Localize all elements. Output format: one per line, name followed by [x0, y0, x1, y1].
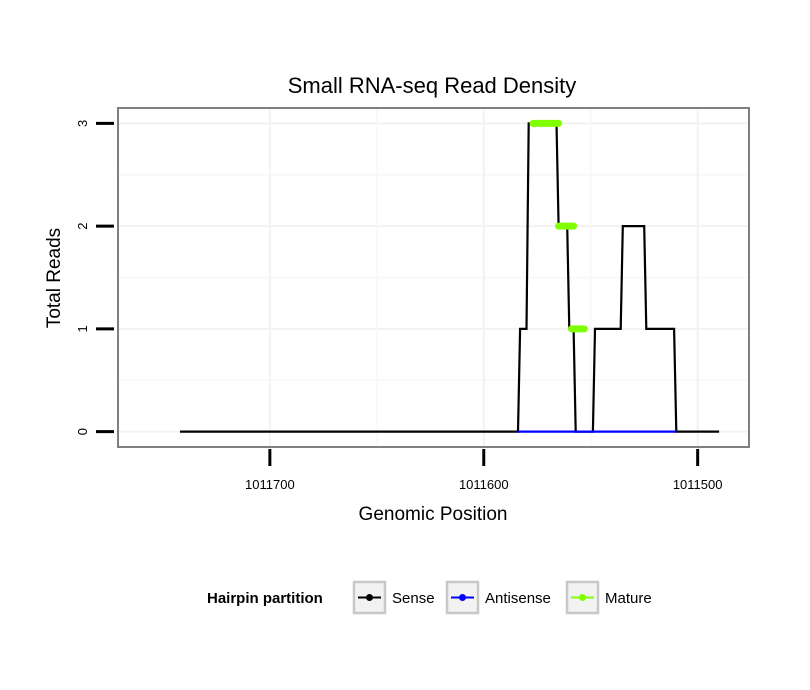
- series-line-sense: [180, 122, 720, 433]
- x-tick-label: 1011700: [245, 477, 295, 492]
- y-tick-label: 0: [75, 428, 90, 435]
- y-axis-title: Total Reads: [44, 228, 65, 328]
- x-tick-label: 1011600: [459, 477, 509, 492]
- legend-key-dot: [459, 594, 466, 601]
- legend-label-sense: Sense: [392, 590, 435, 607]
- legend-title: Hairpin partition: [207, 590, 323, 607]
- x-axis-title: Genomic Position: [359, 504, 508, 525]
- chart-title: Small RNA-seq Read Density: [288, 73, 577, 98]
- grid-lines: [118, 108, 749, 447]
- legend-key-dot: [366, 594, 373, 601]
- y-tick-label: 3: [75, 120, 90, 127]
- legend-key-dot: [579, 594, 586, 601]
- x-tick-label: 1011500: [673, 477, 723, 492]
- axes: 0 1 2 3 1011700 1011600 1011500: [75, 120, 722, 492]
- y-tick-label: 1: [75, 325, 90, 332]
- y-tick-label: 2: [75, 223, 90, 230]
- plot-panel-border: [117, 107, 750, 448]
- legend-label-mature: Mature: [605, 590, 652, 607]
- legend: Hairpin partition Sense Antisense Mature: [207, 580, 652, 615]
- series-lines: [180, 119, 720, 433]
- legend-label-antisense: Antisense: [485, 590, 551, 607]
